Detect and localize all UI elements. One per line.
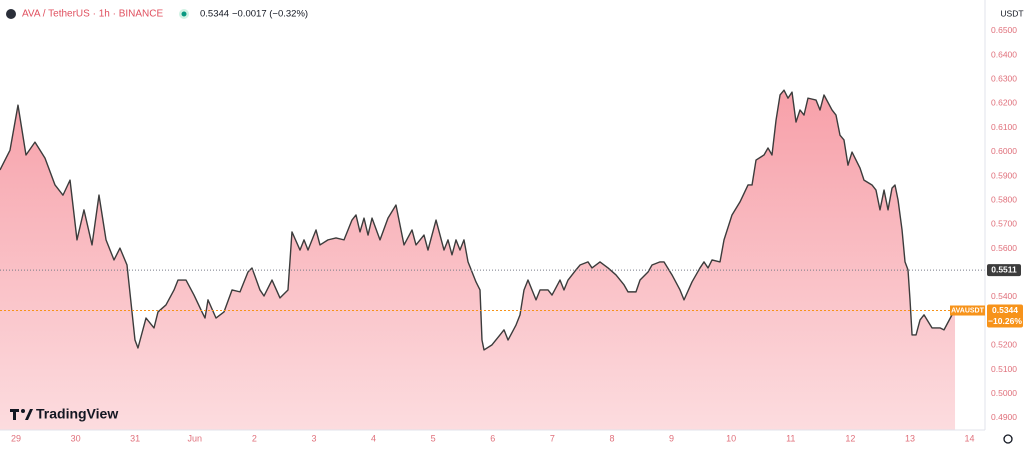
symbol-tag: [950, 305, 985, 316]
x-tick-label: 9: [669, 433, 674, 443]
chart-title: AVA / TetherUS · 1h · BINANCE: [22, 9, 163, 20]
x-tick-label: 10: [726, 433, 736, 443]
y-tick-label: 0.4900: [991, 412, 1017, 422]
y-tick-label: 0.6300: [991, 74, 1017, 84]
x-tick-label: 30: [71, 433, 81, 443]
y-tick-label: 0.6400: [991, 49, 1017, 59]
y-tick-label: 0.5000: [991, 388, 1017, 398]
plot-area: [0, 89, 985, 431]
x-tick-label: 11: [786, 433, 795, 443]
logo-part: [13, 409, 16, 420]
watermark: TradingView: [10, 406, 118, 422]
area-fill: [0, 90, 956, 431]
x-tick-label: 8: [609, 433, 614, 443]
last-price-label: 0.5344: [992, 305, 1018, 315]
settings-icon[interactable]: [1003, 434, 1013, 444]
last-price-tag: [987, 304, 1023, 328]
last-change-label: −10.26%: [988, 316, 1022, 326]
last-price: 0.5344: [200, 9, 229, 20]
y-tick-label: 0.5900: [991, 170, 1017, 180]
x-tick-label: 14: [965, 433, 975, 443]
prev-close-tag: [987, 264, 1021, 277]
symbol-label: AVAUSDT: [951, 307, 985, 314]
symbol-logo: [6, 9, 16, 19]
y-axis-label: USDT: [1000, 8, 1023, 18]
x-tick-label: 3: [311, 433, 316, 443]
watermark-text: TradingView: [36, 406, 118, 422]
x-tick-label: 6: [490, 433, 495, 443]
price-change: −0.0017 (−0.32%): [232, 9, 308, 20]
price-line: [0, 89, 956, 351]
status-dot: [181, 11, 187, 17]
y-tick-label: 0.6100: [991, 122, 1017, 132]
logo-part: [25, 409, 33, 420]
y-tick-label: 0.6000: [991, 146, 1017, 156]
x-tick-label: 29: [11, 433, 21, 443]
y-tick-label: 0.5800: [991, 194, 1017, 204]
x-tick-label: 5: [431, 433, 436, 443]
y-tick-label: 0.5400: [991, 291, 1017, 301]
x-tick-label: 31: [130, 433, 140, 443]
x-tick-label: Jun: [188, 433, 203, 443]
prev-close-label: 0.5511: [991, 264, 1017, 274]
y-tick-label: 0.5100: [991, 364, 1017, 374]
y-tick-label: 0.6500: [991, 25, 1017, 35]
x-tick-label: 7: [550, 433, 555, 443]
y-tick-label: 0.5700: [991, 219, 1017, 229]
logo-part: [21, 409, 25, 413]
x-tick-label: 4: [371, 433, 376, 443]
x-tick-label: 12: [845, 433, 855, 443]
y-tick-label: 0.5600: [991, 243, 1017, 253]
x-tick-label: 13: [905, 433, 915, 443]
y-tick-label: 0.6200: [991, 98, 1017, 108]
x-tick-label: 2: [252, 433, 257, 443]
y-tick-label: 0.5200: [991, 340, 1017, 350]
